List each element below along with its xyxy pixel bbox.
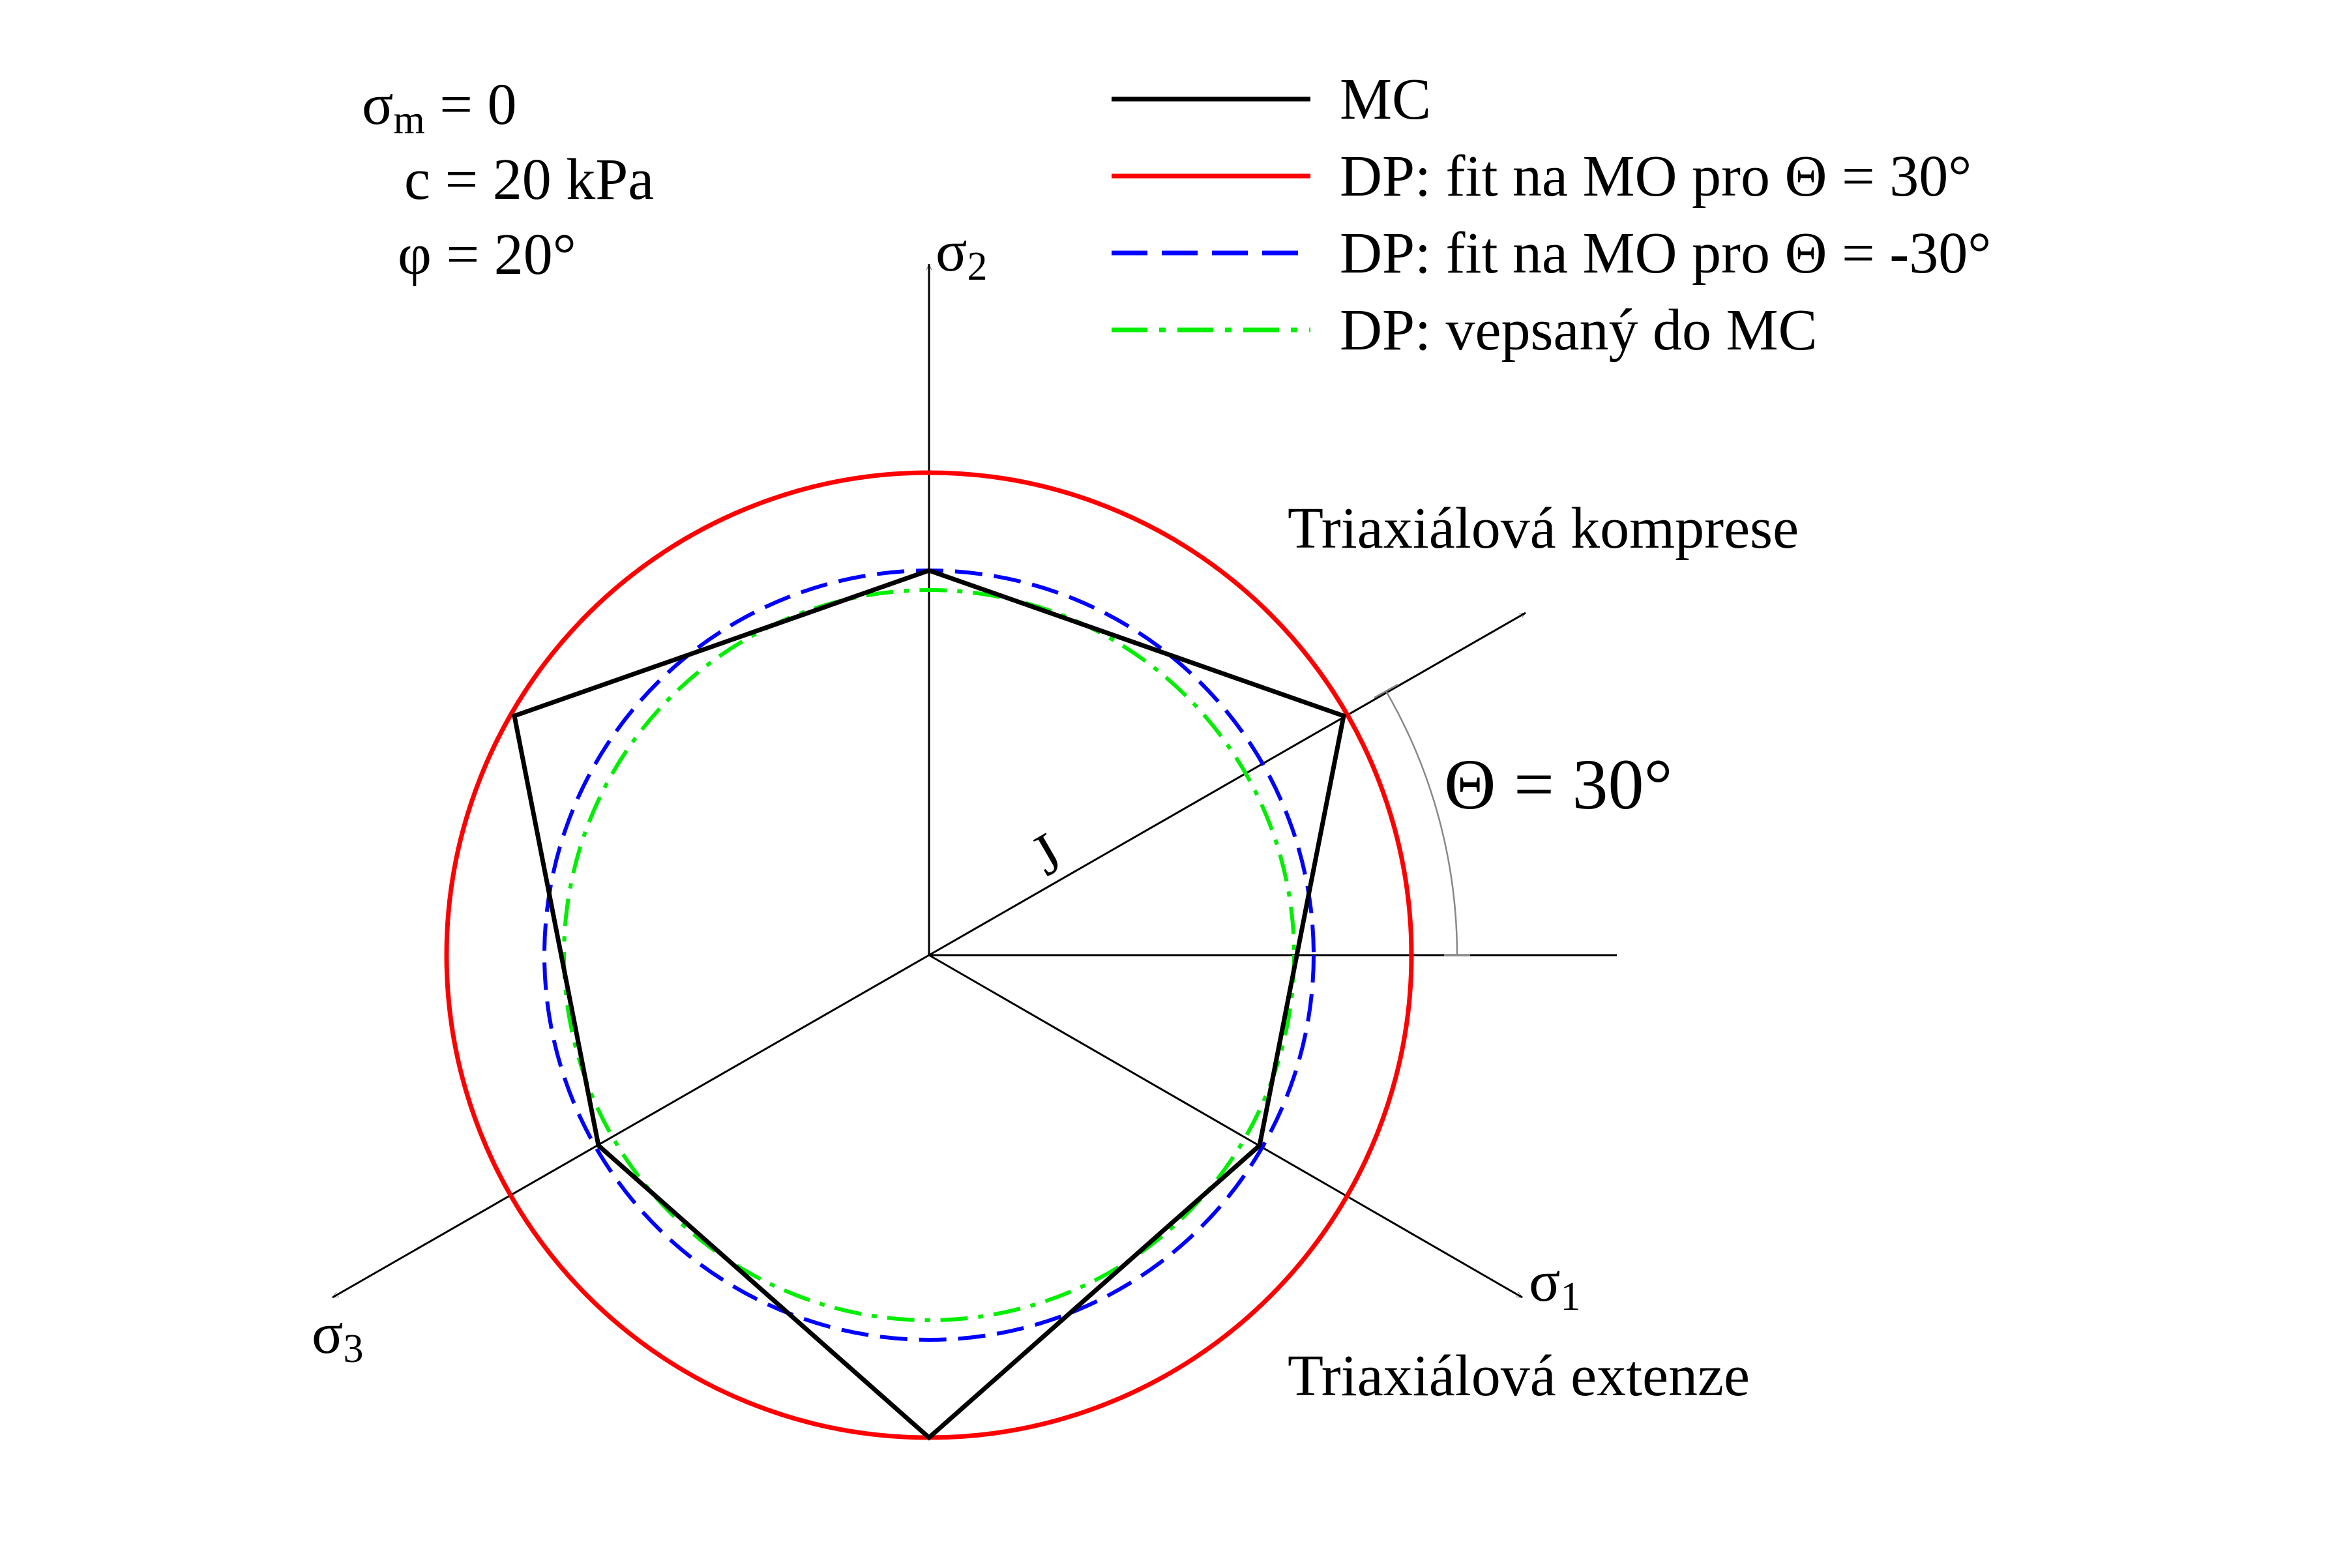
legend-label-dp-30: DP: fit na MO pro Θ = 30° [1340, 144, 1971, 209]
legend: MC DP: fit na MO pro Θ = 30° DP: fit na … [1112, 67, 1991, 362]
theta-label: Θ = 30° [1444, 745, 1672, 824]
triaxial-compression-label: Triaxiálová komprese [1288, 496, 1799, 561]
legend-label-mc: MC [1340, 67, 1431, 132]
cohesion-line: c = 20 kPa [404, 147, 654, 212]
sigma2-label: σ2 [936, 219, 988, 289]
friction-angle-line: φ = 20° [398, 222, 576, 287]
sigma1-axis [928, 954, 1523, 1299]
j-label: J [1021, 821, 1073, 888]
theta-arc-tick-end [1374, 683, 1398, 699]
parameter-block: σm = 0 c = 20 kPa φ = 20° [362, 72, 654, 287]
mohr-coulomb-hexagon [511, 568, 1347, 1441]
sigma1-label: σ1 [1529, 1249, 1581, 1319]
axes [332, 263, 1617, 1299]
j-axis-compression [928, 612, 1526, 956]
legend-label-dp-minus30: DP: fit na MO pro Θ = -30° [1340, 221, 1991, 286]
legend-label-dp-inscribed: DP: vepsaný do MC [1340, 298, 1818, 362]
triaxial-extension-label: Triaxiálová extenze [1288, 1344, 1750, 1408]
sigma3-axis [332, 954, 930, 1299]
sigma3-label: σ3 [312, 1301, 364, 1371]
dp-inscribed-circle [562, 588, 1296, 1322]
theta-angle-arc [1385, 690, 1458, 956]
sigma-m-line: σm = 0 [362, 72, 517, 142]
